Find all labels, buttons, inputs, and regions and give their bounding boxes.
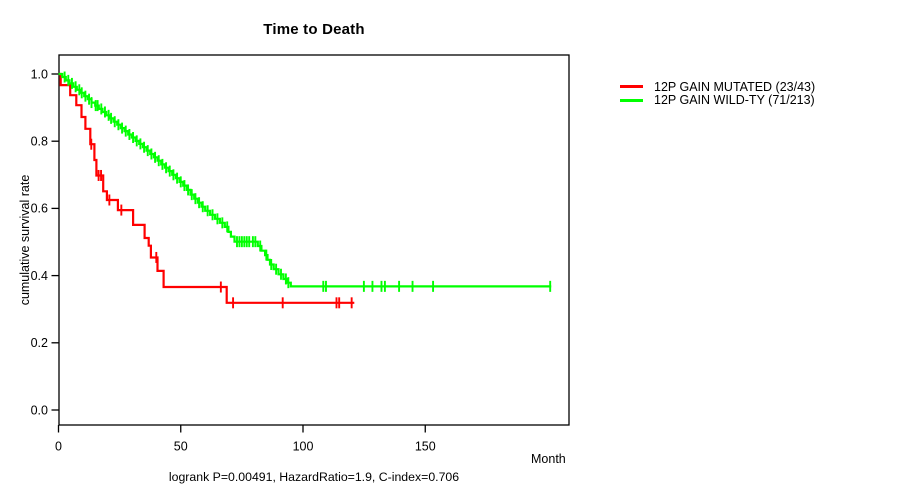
x-tick-label: 150: [415, 440, 436, 454]
plot-box: [58, 54, 570, 426]
legend: 12P GAIN MUTATED (23/43) 12P GAIN WILD-T…: [620, 80, 815, 107]
legend-label-wildtype: 12P GAIN WILD-TY (71/213): [654, 93, 815, 108]
km-curve: [58, 72, 552, 288]
y-tick-label: 0.0: [31, 403, 48, 417]
y-tick-label: 0.4: [31, 269, 48, 283]
x-tick-label: 50: [174, 440, 188, 454]
y-tick-label: 1.0: [31, 67, 48, 81]
legend-item-mutated: 12P GAIN MUTATED (23/43): [620, 80, 815, 94]
y-tick-label: 0.6: [31, 202, 48, 216]
x-tick-label: 0: [55, 440, 62, 454]
y-axis-title: cumulative survival rate: [18, 174, 32, 306]
km-series-wildtype: [58, 71, 552, 292]
x-tick-label: 100: [293, 440, 314, 454]
legend-line-red-icon: [620, 85, 643, 89]
legend-item-wildtype: 12P GAIN WILD-TY (71/213): [620, 93, 815, 108]
legend-line-green-icon: [620, 98, 643, 102]
legend-label-mutated: 12P GAIN MUTATED (23/43): [654, 79, 816, 94]
x-axis-title: Month: [531, 452, 566, 466]
km-series-mutated: [58, 72, 355, 309]
stats-caption: logrank P=0.00491, HazardRatio=1.9, C-in…: [168, 470, 460, 484]
y-tick-label: 0.8: [31, 135, 48, 149]
chart-title: Time to Death: [263, 21, 365, 38]
y-tick-label: 0.2: [31, 336, 48, 350]
